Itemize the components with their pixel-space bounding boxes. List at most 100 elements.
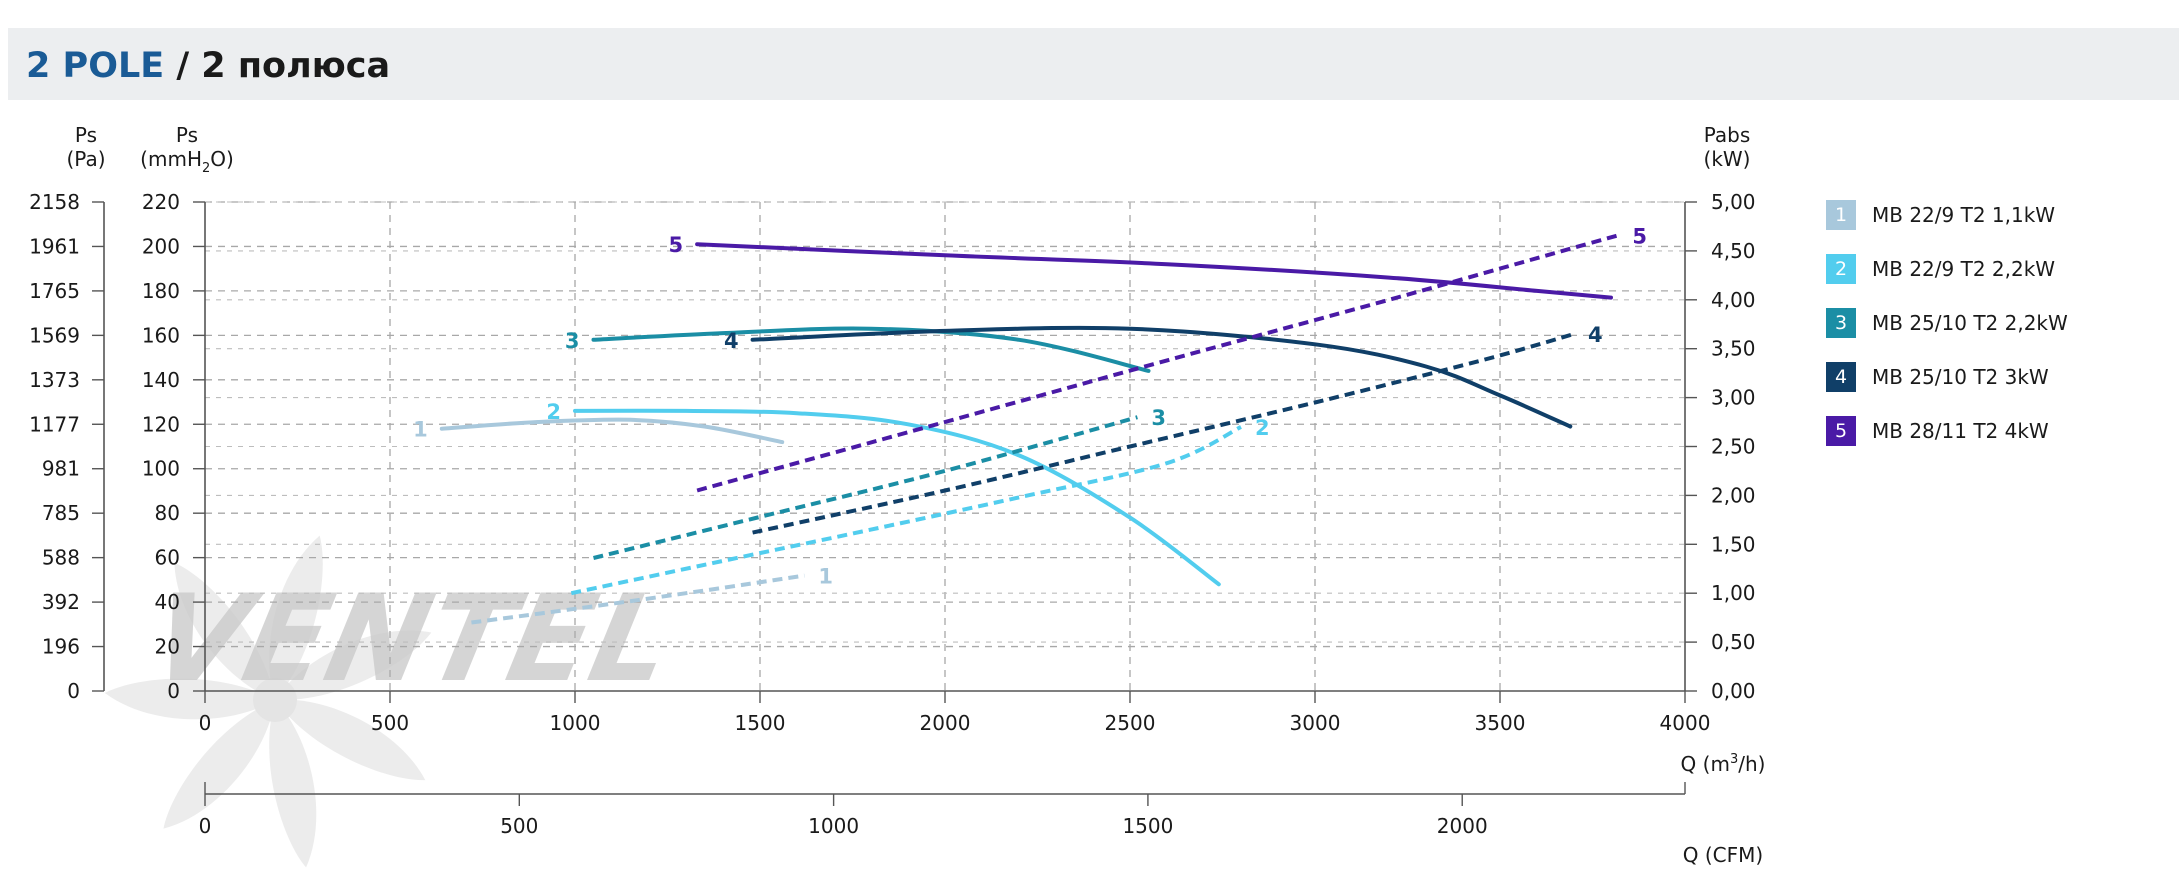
mm-tick-label: 100	[142, 457, 180, 481]
ps-mm-label-1: Ps	[176, 123, 198, 147]
cfm-tick-label: 0	[199, 814, 212, 838]
kw-tick-label: 5,00	[1711, 190, 1756, 214]
legend-swatch-2: 2	[1826, 254, 1856, 284]
kw-tick-label: 4,50	[1711, 239, 1756, 263]
pressure-curve-2	[573, 408, 1221, 587]
power-curve-3	[593, 415, 1138, 560]
pressure-curve-4	[750, 325, 1573, 429]
chart-series: 1 1 2 2 3 3 4 4 5 5	[413, 224, 1647, 625]
legend-label-5: MB 28/11 T2 4kW	[1872, 419, 2049, 443]
pa-tick-label: 1765	[29, 279, 80, 303]
power-curve-label-2: 2	[1255, 416, 1270, 440]
chart-axes: 0196392588785981117713731569176519612158…	[29, 190, 1755, 838]
power-curve-label-4: 4	[1588, 323, 1603, 347]
x-tick-label: 2500	[1105, 711, 1156, 735]
x-tick-label: 0	[199, 711, 212, 735]
logo-text: VENTEL	[139, 568, 684, 708]
pa-tick-label: 785	[42, 501, 80, 525]
chart-axis-labels: Ps (Pa) Ps (mmH2O) Pabs (kW) Q (m3/h) Q …	[66, 123, 1765, 867]
logo-blade	[163, 700, 275, 829]
pa-tick-label: 588	[42, 546, 80, 570]
cfm-tick-label: 2000	[1437, 814, 1488, 838]
kw-tick-label: 2,50	[1711, 435, 1756, 459]
logo-blade	[275, 699, 426, 781]
title-pole-ru: / 2 полюса	[164, 46, 391, 86]
pa-tick-label: 981	[42, 457, 80, 481]
legend-label-2: MB 22/9 T2 2,2kW	[1872, 257, 2056, 281]
pa-tick-label: 1373	[29, 368, 80, 392]
legend-label-4: MB 25/10 T2 3kW	[1872, 365, 2049, 389]
pressure-curve-1	[439, 417, 785, 445]
pa-tick-label: 1961	[29, 234, 80, 258]
mm-tick-label: 180	[142, 279, 180, 303]
ps-mm-label-2: (mmH2O)	[140, 147, 234, 176]
power-curve-2	[570, 425, 1242, 596]
pressure-curve-5	[695, 242, 1613, 300]
mm-tick-label: 20	[155, 635, 180, 659]
pressure-curve-label-3: 3	[565, 329, 580, 353]
pressure-curve-3	[591, 326, 1151, 373]
cfm-tick-label: 500	[500, 814, 538, 838]
pressure-curve-label-5: 5	[668, 233, 683, 257]
x-tick-label: 2000	[920, 711, 971, 735]
kw-tick-label: 4,00	[1711, 288, 1756, 312]
title-pole-en: 2 POLE	[26, 46, 165, 86]
pressure-curve-label-1: 1	[413, 418, 428, 442]
kw-tick-label: 2,00	[1711, 483, 1756, 507]
legend-swatch-4: 4	[1826, 362, 1856, 392]
mm-tick-label: 160	[142, 323, 180, 347]
legend-swatch-3: 3	[1826, 308, 1856, 338]
x-tick-label: 1000	[550, 711, 601, 735]
logo-hub	[253, 678, 297, 722]
pabs-label-1: Pabs	[1704, 123, 1751, 147]
legend-swatch-5: 5	[1826, 416, 1856, 446]
kw-tick-label: 1,00	[1711, 581, 1756, 605]
pabs-label-2: (kW)	[1704, 147, 1751, 171]
power-curve-5	[696, 233, 1619, 493]
kw-tick-label: 3,00	[1711, 386, 1756, 410]
ps-pa-label-2: (Pa)	[66, 147, 105, 171]
pressure-curve-label-4: 4	[724, 329, 739, 353]
mm-tick-label: 80	[155, 501, 180, 525]
power-curve-4	[752, 332, 1575, 535]
pa-tick-label: 1569	[29, 323, 80, 347]
cfm-tick-label: 1500	[1122, 814, 1173, 838]
x-axis-label-m3h: Q (m3/h)	[1681, 752, 1766, 776]
logo-blade	[269, 700, 317, 868]
pa-tick-label: 392	[42, 590, 80, 614]
mm-tick-label: 220	[142, 190, 180, 214]
power-curve-label-1: 1	[818, 565, 833, 589]
logo-blade	[104, 678, 275, 720]
kw-tick-label: 3,50	[1711, 337, 1756, 361]
pa-tick-label: 196	[42, 635, 80, 659]
kw-tick-label: 1,50	[1711, 532, 1756, 556]
mm-tick-label: 120	[142, 412, 180, 436]
x-tick-label: 1500	[735, 711, 786, 735]
x-label-sup: 3	[1730, 752, 1738, 767]
x-tick-label: 4000	[1660, 711, 1711, 735]
legend-swatch-1: 1	[1826, 200, 1856, 230]
logo-blade	[269, 535, 323, 700]
logo-blade	[275, 630, 432, 701]
x-axis-label-cfm: Q (CFM)	[1683, 843, 1763, 867]
ps-mm-label-tail: O)	[210, 147, 234, 171]
x-tick-label: 3500	[1475, 711, 1526, 735]
pressure-curve-label-2: 2	[546, 400, 561, 424]
mm-tick-label: 140	[142, 368, 180, 392]
ps-mm-label-base: (mmH	[140, 147, 202, 171]
logo-blade	[174, 562, 275, 700]
cfm-tick-label: 1000	[808, 814, 859, 838]
x-tick-label: 3000	[1290, 711, 1341, 735]
power-curve-label-3: 3	[1151, 406, 1166, 430]
legend-label-3: MB 25/10 T2 2,2kW	[1872, 311, 2068, 335]
ps-pa-label-1: Ps	[75, 123, 97, 147]
power-curve-label-5: 5	[1632, 224, 1647, 248]
pa-tick-label: 2158	[29, 190, 80, 214]
x-label-base: Q (m	[1681, 752, 1730, 776]
x-label-tail: /h)	[1738, 752, 1765, 776]
mm-tick-label: 0	[167, 679, 180, 703]
mm-tick-label: 200	[142, 234, 180, 258]
pa-tick-label: 1177	[29, 412, 80, 436]
x-tick-label: 500	[371, 711, 409, 735]
